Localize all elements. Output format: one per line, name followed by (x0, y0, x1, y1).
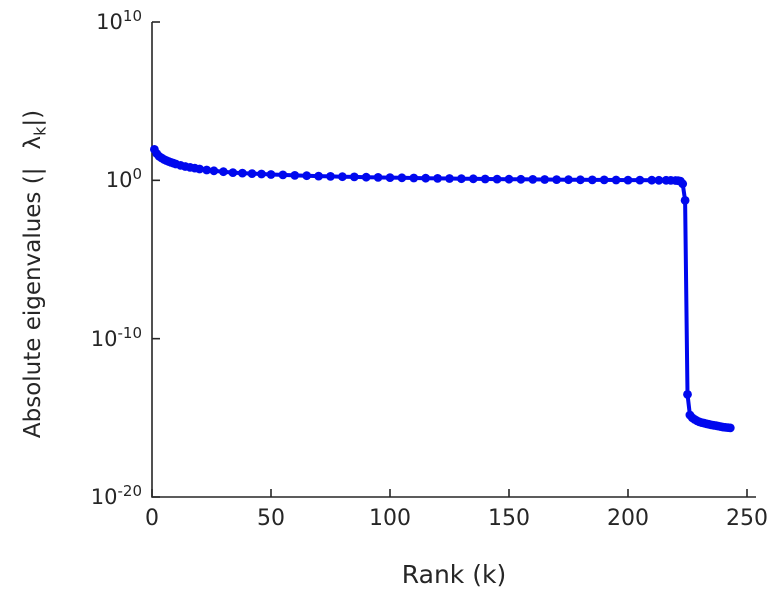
x-tick-label: 0 (145, 506, 159, 531)
data-point-marker (385, 173, 395, 183)
lambda-subscript: k (30, 126, 50, 136)
data-point-marker (683, 390, 692, 399)
data-point-marker (654, 175, 664, 185)
data-point-marker (314, 171, 323, 181)
data-point-marker (247, 169, 257, 179)
data-line (152, 147, 733, 430)
x-tick-label: 150 (488, 506, 530, 531)
data-point-marker (540, 175, 550, 184)
axis-lines (151, 22, 756, 498)
data-point-marker (397, 173, 407, 183)
lambda-symbol: λ (20, 135, 46, 150)
data-point-marker (209, 166, 219, 176)
data-point-marker (468, 174, 478, 184)
data-point-marker (635, 175, 645, 185)
data-point-marker (678, 179, 688, 189)
x-axis-label: Rank (k) (401, 560, 507, 589)
y-tick-label: 10-10 (90, 323, 142, 351)
y-axis-label-suffix: |) (20, 109, 46, 127)
data-point-marker (599, 175, 609, 185)
data-point-marker (202, 165, 212, 175)
data-point-marker (266, 170, 276, 179)
data-point-marker (647, 175, 657, 185)
y-axis-label: Absolute eigenvalues (| λk|) (20, 42, 52, 506)
data-point-marker (611, 175, 621, 185)
data-point-marker (480, 174, 490, 184)
data-point-marker (457, 174, 466, 184)
data-point-marker (278, 170, 288, 180)
data-point-marker (349, 172, 359, 182)
data-point-marker (492, 174, 502, 184)
y-tick-label: 1010 (96, 7, 142, 35)
data-point-marker (564, 175, 573, 185)
data-point-marker (725, 423, 735, 433)
x-tick-label: 50 (257, 506, 285, 531)
data-point-marker (623, 175, 633, 185)
data-point-marker (516, 174, 526, 184)
data-point-marker (228, 168, 238, 178)
data-point-marker (680, 196, 690, 205)
data-point-marker (361, 172, 371, 182)
data-point-marker (338, 172, 347, 182)
data-point-marker (290, 171, 300, 180)
x-tick-label: 100 (369, 506, 411, 531)
data-point-marker (576, 175, 585, 185)
data-point-marker (552, 175, 561, 185)
data-point-marker (528, 175, 538, 184)
x-tick-label: 200 (607, 506, 649, 531)
x-tick-label: 250 (726, 506, 768, 531)
data-point-marker (219, 167, 228, 177)
y-tick-label: 10-20 (90, 482, 142, 510)
data-point-marker (433, 174, 442, 183)
data-point-marker (445, 174, 454, 183)
data-point-marker (587, 175, 597, 185)
data-point-marker (257, 169, 266, 179)
y-tick-label: 100 (105, 165, 142, 193)
data-point-marker (504, 174, 514, 184)
data-point-marker (238, 168, 247, 178)
data-point-marker (421, 173, 431, 183)
data-point-marker (326, 172, 335, 181)
y-axis-label-prefix: Absolute eigenvalues (| (20, 167, 46, 439)
data-point-marker (302, 171, 312, 181)
data-point-marker (373, 173, 383, 182)
data-point-marker (195, 164, 205, 174)
data-point-marker (409, 173, 419, 183)
